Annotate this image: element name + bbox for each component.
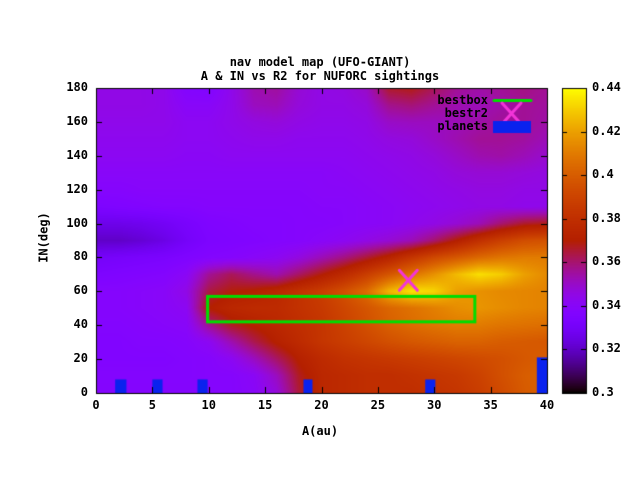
- chart-subtitle: A & IN vs R2 for NUFORC sightings: [200, 69, 440, 83]
- legend-label-planets: planets: [437, 119, 488, 133]
- y-tick-label: 140: [66, 147, 88, 162]
- y-tick-label: 180: [66, 80, 88, 94]
- colorbar-tick-label: 0.3: [592, 385, 614, 399]
- x-tick-label: 25: [370, 398, 386, 412]
- y-tick-label: 40: [73, 317, 88, 332]
- y-tick-label: 120: [66, 181, 88, 196]
- y-tick-label: 0: [80, 385, 88, 399]
- y-tick-label: 100: [66, 215, 88, 230]
- colorbar-tick-label: 0.42: [592, 123, 621, 138]
- colorbar-tick-label: 0.38: [592, 210, 621, 225]
- x-axis-label: A(au): [301, 424, 339, 438]
- x-tick-label: 20: [314, 398, 329, 412]
- x-tick-label: 35: [483, 398, 498, 412]
- y-tick-label: 80: [73, 249, 88, 264]
- legend-label-bestr2: bestr2: [444, 106, 488, 120]
- x-tick-label: 15: [257, 398, 273, 412]
- x-tick-label: 10: [201, 398, 216, 412]
- x-tick-label: 0: [92, 398, 100, 412]
- y-tick-label: 160: [66, 113, 88, 128]
- colorbar-tick-label: 0.36: [592, 254, 621, 269]
- x-tick-label: 5: [148, 398, 156, 412]
- x-tick-label: 30: [427, 398, 442, 412]
- colorbar-tick-label: 0.4: [592, 167, 614, 182]
- colorbar-tick-label: 0.34: [592, 297, 621, 312]
- y-axis-label: IN(deg): [36, 212, 51, 263]
- legend-label-bestbox: bestbox: [437, 93, 488, 107]
- colorbar-tick-label: 0.32: [592, 341, 621, 356]
- colorbar-tick-label: 0.44: [592, 80, 621, 94]
- x-tick-label: 40: [539, 398, 555, 412]
- y-tick-label: 20: [73, 351, 88, 366]
- y-tick-label: 60: [73, 283, 88, 298]
- chart-title: nav model map (UFO-GIANT): [229, 55, 411, 69]
